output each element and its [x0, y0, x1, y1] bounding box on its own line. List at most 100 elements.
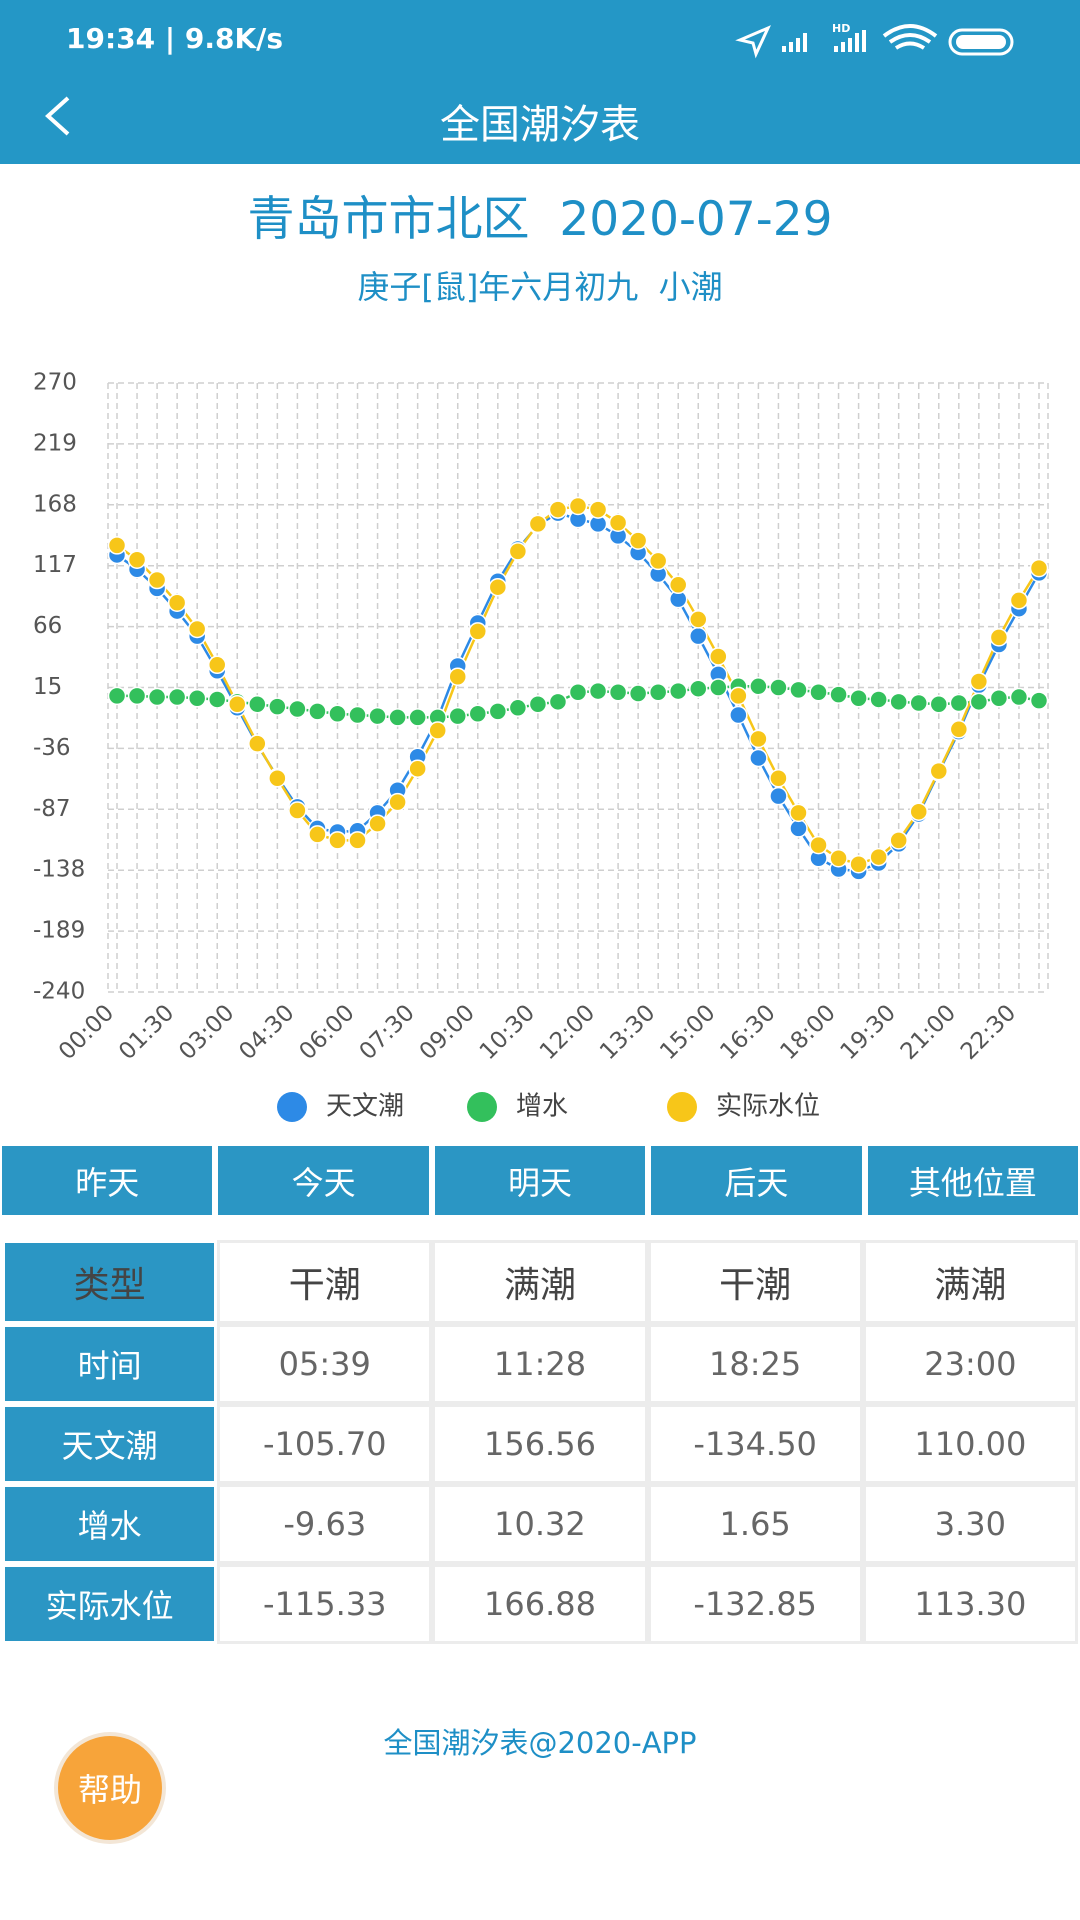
day-tab[interactable]: 今天 — [218, 1146, 429, 1215]
legend-swatch — [667, 1092, 697, 1122]
data-point — [388, 708, 407, 727]
row-header: 实际水位 — [2, 1564, 218, 1644]
data-point — [648, 683, 668, 702]
table-row: 天文潮 -105.70 156.56 -134.50 110.00 — [2, 1404, 1078, 1484]
data-point — [408, 708, 427, 727]
table-cell: -132.85 — [647, 1564, 863, 1644]
data-point — [749, 748, 768, 768]
table-cell: 1.65 — [647, 1484, 863, 1564]
data-point — [568, 496, 588, 516]
y-tick-label: 15 — [33, 674, 62, 700]
data-point — [508, 698, 528, 718]
back-button[interactable] — [45, 96, 70, 136]
tide-table: 类型 干潮 满潮 干潮 满潮 时间 05:39 11:28 18:25 23:00 天文潮 -105.… — [2, 1240, 1078, 1644]
data-point — [789, 680, 808, 700]
data-point — [749, 729, 768, 749]
data-point — [769, 786, 788, 806]
data-point — [288, 801, 307, 820]
x-tick-label: 06:00 — [295, 1000, 360, 1065]
data-point — [187, 688, 207, 708]
row-header: 类型 — [2, 1240, 218, 1324]
y-tick-label: 117 — [33, 552, 77, 578]
data-point — [468, 622, 488, 641]
x-tick-label: 12:00 — [535, 1000, 600, 1065]
data-point — [929, 694, 949, 714]
y-tick-label: -87 — [33, 796, 71, 822]
y-tick-label: -138 — [33, 857, 85, 883]
data-point — [548, 500, 568, 519]
table-cell: 166.88 — [432, 1564, 648, 1644]
table-row: 类型 干潮 满潮 干潮 满潮 — [2, 1240, 1078, 1324]
data-point — [448, 667, 467, 687]
app-title: 全国潮汐表 — [440, 102, 640, 148]
help-button[interactable]: 帮助 — [58, 1736, 162, 1840]
data-point — [368, 706, 387, 726]
data-point — [167, 687, 187, 707]
x-tick-label: 19:30 — [836, 1000, 901, 1065]
data-point — [488, 702, 508, 721]
day-tab[interactable]: 后天 — [651, 1146, 862, 1215]
data-point — [789, 819, 808, 838]
y-tick-label: 66 — [33, 613, 62, 639]
data-point — [709, 678, 728, 697]
data-point — [689, 610, 708, 629]
data-point — [428, 721, 447, 740]
data-point — [588, 500, 608, 519]
legend-label: 实际水位 — [716, 1092, 820, 1122]
data-point — [147, 687, 167, 707]
data-point — [608, 683, 628, 702]
data-point — [849, 854, 868, 874]
table-cell: -134.50 — [647, 1404, 863, 1484]
data-point — [348, 705, 367, 725]
table-cell: -105.70 — [217, 1404, 433, 1484]
x-tick-label: 15:00 — [655, 1000, 720, 1065]
data-point — [107, 686, 127, 706]
data-point — [1009, 591, 1029, 610]
data-point — [348, 831, 367, 850]
table-cell: 3.30 — [862, 1484, 1078, 1564]
data-point — [408, 759, 427, 778]
data-point — [268, 697, 287, 716]
day-tab[interactable]: 明天 — [434, 1146, 646, 1215]
day-tab[interactable]: 其他位置 — [867, 1146, 1079, 1215]
day-tab[interactable]: 昨天 — [2, 1146, 213, 1215]
y-tick-label: -36 — [33, 735, 71, 761]
table-cell: -115.33 — [217, 1564, 433, 1644]
data-point — [248, 694, 267, 714]
data-point — [969, 672, 989, 691]
data-point — [388, 792, 407, 812]
row-header: 天文潮 — [2, 1404, 218, 1484]
x-tick-label: 10:30 — [475, 1000, 540, 1065]
top-icons — [45, 24, 1014, 136]
data-point — [1029, 558, 1049, 578]
x-tick-label: 09:00 — [415, 1000, 480, 1065]
table-cell: 满潮 — [432, 1240, 648, 1324]
x-tick-label: 18:00 — [776, 1000, 841, 1065]
data-point — [508, 542, 528, 561]
status-time: 19:34 | 9.8K/s — [66, 22, 284, 55]
data-point — [969, 692, 989, 712]
legend-swatch — [277, 1092, 307, 1122]
table-cell: 10.32 — [432, 1484, 648, 1564]
data-point — [248, 734, 267, 753]
data-point — [608, 513, 628, 532]
data-point — [889, 692, 908, 712]
data-point — [268, 769, 287, 788]
data-point — [1009, 687, 1029, 707]
data-point — [929, 761, 949, 781]
table-row: 时间 05:39 11:28 18:25 23:00 — [2, 1324, 1078, 1404]
data-point — [869, 847, 888, 867]
data-point — [528, 514, 548, 534]
data-point — [628, 684, 648, 703]
data-point — [729, 705, 748, 725]
table-cell: 11:28 — [432, 1324, 648, 1404]
signal-icon — [782, 30, 866, 52]
data-point — [709, 647, 728, 666]
x-tick-label: 21:00 — [896, 1000, 961, 1065]
data-point — [809, 835, 828, 855]
legend-swatch — [467, 1092, 497, 1122]
battery-level — [956, 35, 1006, 49]
data-point — [849, 688, 868, 708]
data-point — [468, 704, 488, 724]
